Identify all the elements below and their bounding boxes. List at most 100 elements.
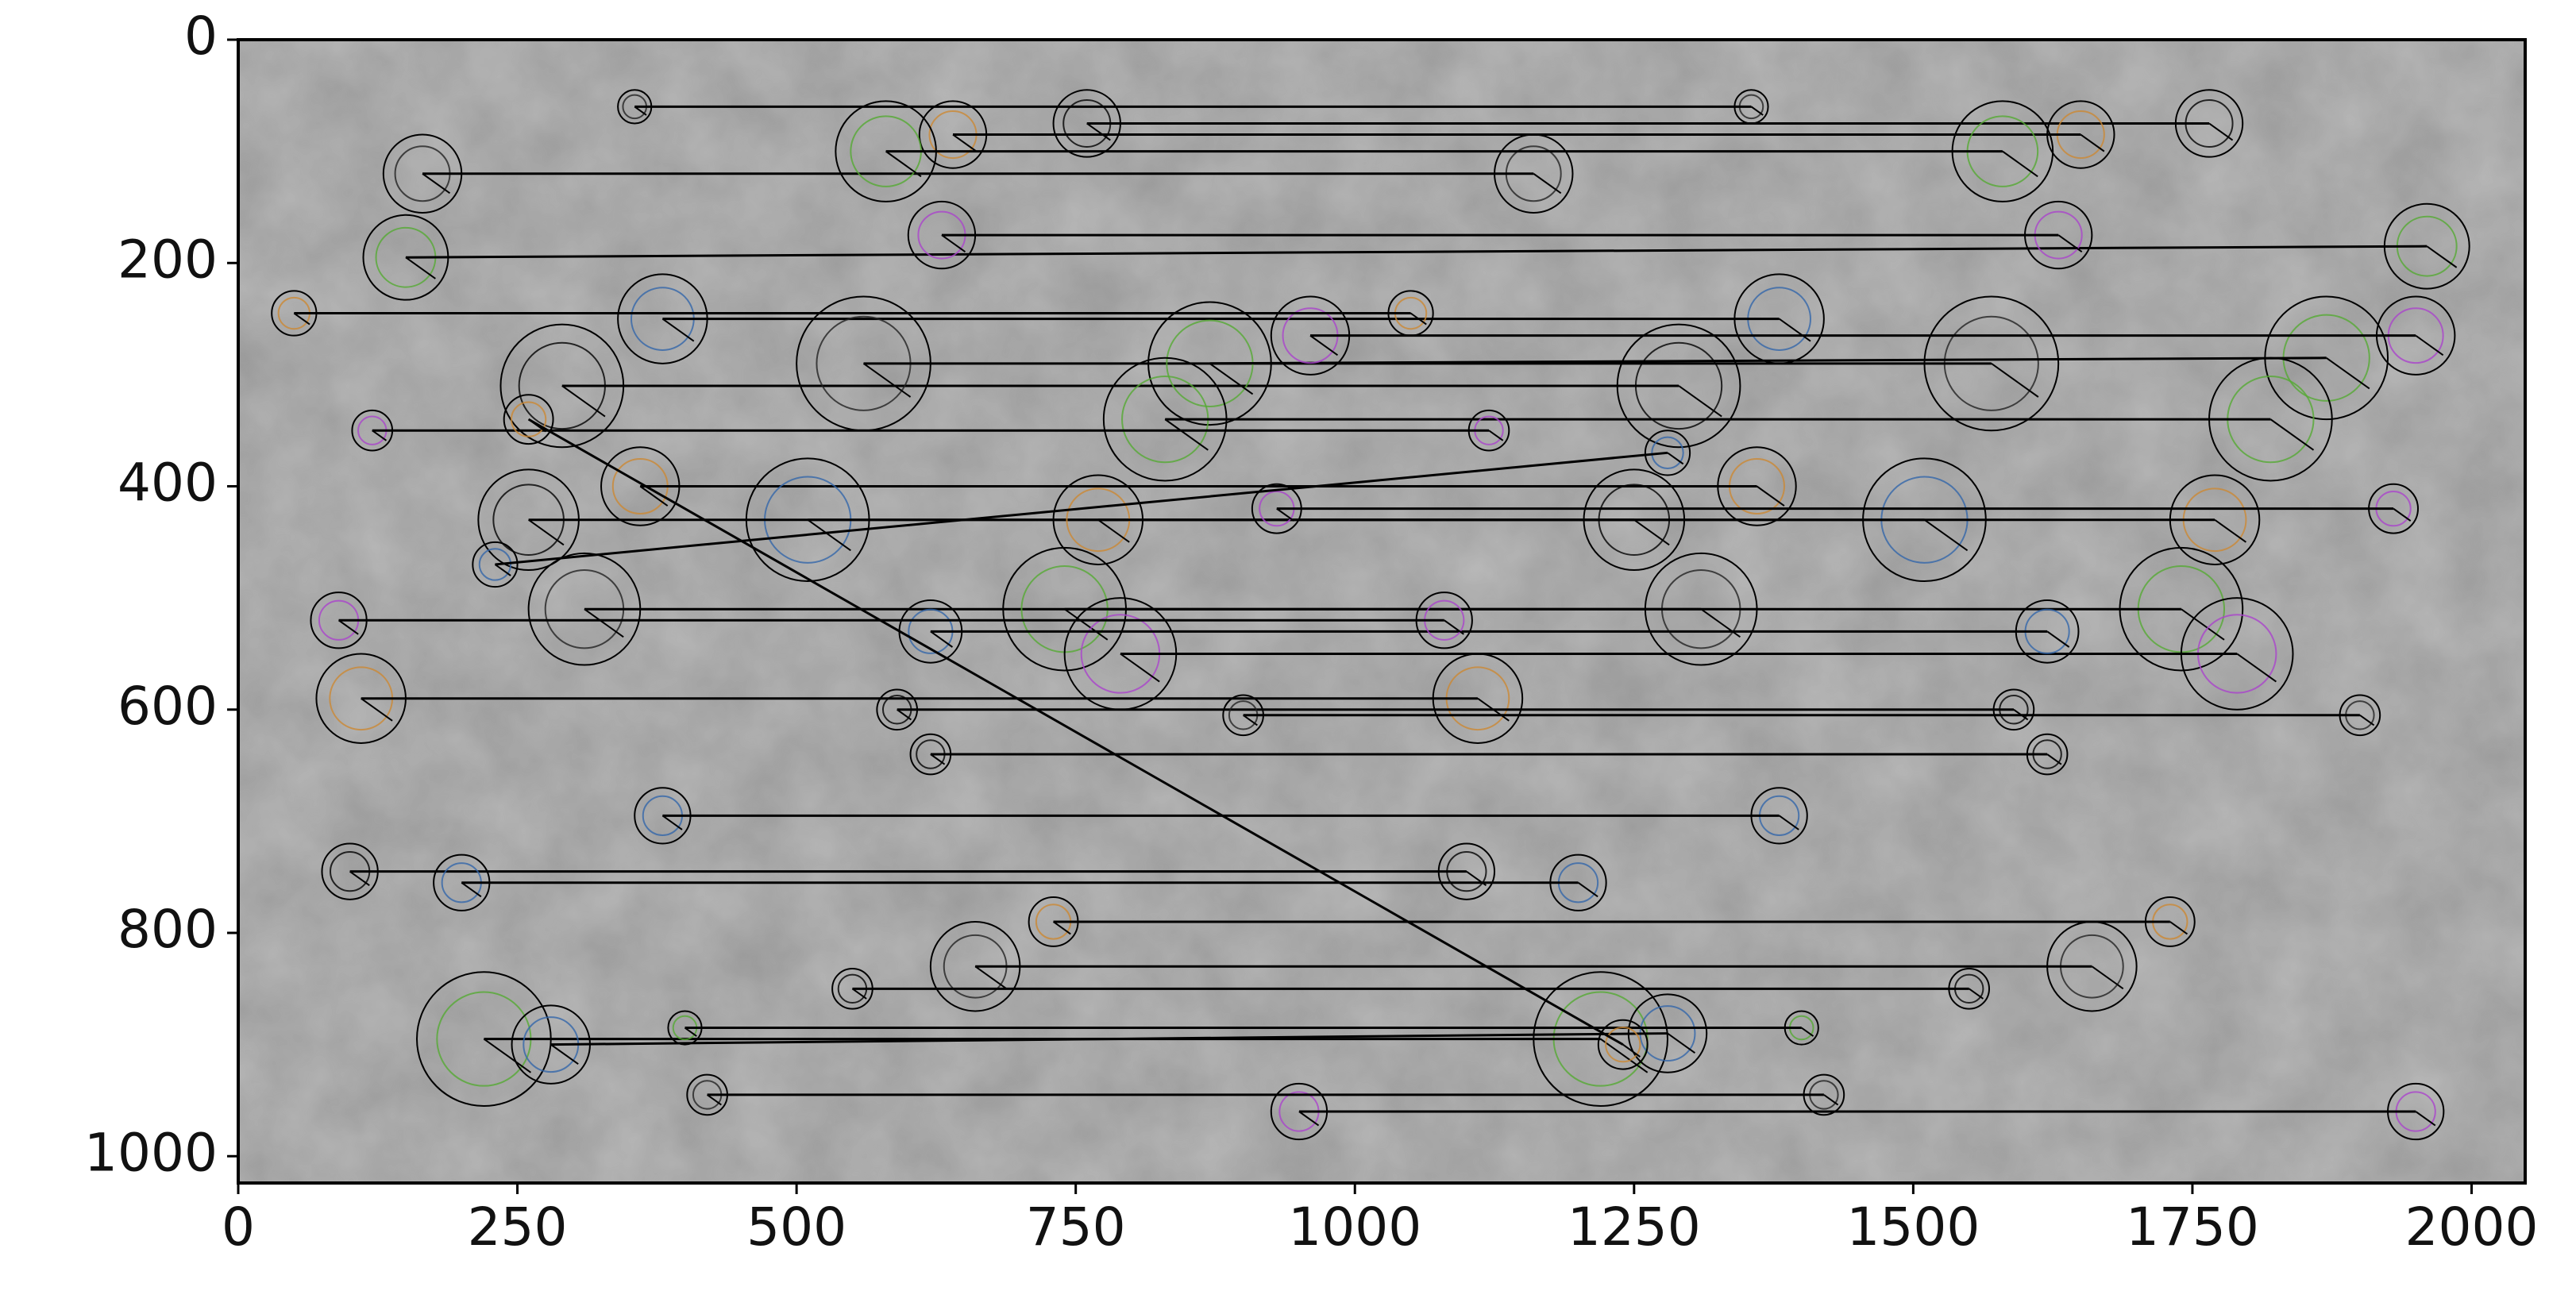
keypoint-orientation: [1667, 452, 1684, 465]
x-tick-label: 750: [1026, 1196, 1126, 1258]
keypoint: [503, 394, 554, 445]
keypoint-orientation: [361, 697, 393, 722]
keypoint-orientation: [1120, 653, 1160, 683]
keypoint-orientation: [1678, 385, 1722, 418]
keypoint-orientation: [2057, 234, 2083, 253]
keypoint-orientation: [1991, 362, 2039, 398]
keypoint-orientation: [2359, 714, 2375, 726]
keypoint-orientation: [1444, 619, 1464, 635]
keypoint-orientation: [1309, 334, 1339, 356]
keypoint-orientation: [372, 430, 388, 441]
keypoint-orientation: [930, 630, 954, 648]
keypoint-orientation: [1243, 714, 1258, 726]
keypoint-orientation: [2046, 630, 2070, 648]
keypoint-orientation: [2269, 418, 2315, 451]
keypoint-orientation: [897, 708, 912, 721]
y-tick-label: 600: [118, 676, 218, 737]
keypoint-orientation: [661, 318, 695, 342]
keypoint-orientation: [1298, 1111, 1320, 1127]
keypoint-orientation: [2415, 334, 2444, 356]
keypoint-orientation: [337, 619, 359, 635]
keypoint-ring: [1651, 436, 1684, 469]
keypoint-orientation: [461, 881, 482, 898]
keypoint-orientation: [707, 1094, 722, 1106]
keypoint-orientation: [349, 870, 370, 887]
keypoint: [472, 541, 519, 588]
keypoint-orientation: [1633, 518, 1670, 546]
keypoint-orientation: [1276, 507, 1295, 522]
keypoint-orientation: [550, 1043, 579, 1065]
keypoint-orientation: [405, 256, 436, 279]
keypoint-orientation: [1667, 1032, 1696, 1054]
keypoint-orientation: [1600, 1038, 1649, 1073]
keypoint-orientation: [1779, 318, 1811, 342]
keypoint-orientation: [2214, 518, 2247, 543]
x-tick-label: 1250: [1568, 1196, 1701, 1258]
keypoint-orientation: [885, 150, 922, 178]
keypoint-orientation: [1488, 430, 1504, 441]
keypoint-orientation: [293, 312, 310, 326]
x-tick-label: 1750: [2126, 1196, 2259, 1258]
keypoint-orientation: [1750, 106, 1764, 116]
x-tick-label: 1000: [1288, 1196, 1421, 1258]
keypoint-orientation: [1756, 485, 1785, 507]
keypoint-orientation: [807, 518, 851, 552]
keypoint-orientation: [2046, 753, 2062, 765]
keypoint-orientation: [639, 485, 669, 507]
keypoint-orientation: [528, 518, 565, 546]
match-line: [495, 451, 1668, 566]
keypoint-orientation: [1577, 881, 1598, 898]
keypoint-orientation: [1622, 1043, 1641, 1058]
y-tick-label: 800: [118, 899, 218, 960]
x-tick-label: 500: [746, 1196, 846, 1258]
keypoint-orientation: [2091, 965, 2124, 990]
keypoint-orientation: [1052, 921, 1071, 935]
keypoint-orientation: [1164, 418, 1209, 451]
keypoint: [1644, 430, 1691, 476]
keypoint-orientation: [483, 1038, 532, 1073]
keypoint-orientation: [851, 988, 867, 1000]
keypoint-orientation: [2181, 608, 2225, 641]
keypoint-orientation: [930, 753, 946, 765]
keypoint-orientation: [1801, 1027, 1814, 1037]
keypoint-orientation: [941, 234, 966, 253]
x-tick-label: 250: [468, 1196, 568, 1258]
keypoint-orientation: [2002, 150, 2038, 178]
keypoint-orientation: [2415, 1111, 2436, 1127]
keypoint-orientation: [862, 362, 912, 398]
keypoint-orientation: [1209, 362, 1254, 395]
x-tick-label: 1500: [1846, 1196, 1980, 1258]
keypoint-orientation: [2426, 245, 2458, 268]
keypoint-orientation: [1064, 608, 1109, 641]
y-tick-label: 0: [184, 6, 218, 67]
keypoint-orientation: [494, 564, 511, 576]
keypoint-orientation: [634, 106, 647, 116]
keypoint-orientation: [1779, 815, 1799, 830]
y-tick-label: 400: [118, 453, 218, 514]
x-tick-label: 0: [222, 1196, 255, 1258]
match-line: [1209, 356, 2327, 365]
y-tick-label: 1000: [84, 1122, 218, 1183]
y-tick-label: 200: [118, 229, 218, 290]
keypoint-orientation: [952, 133, 978, 152]
keypoint-orientation: [2080, 133, 2105, 152]
keypoint-orientation: [974, 965, 1008, 990]
keypoint-orientation: [661, 815, 683, 830]
keypoint-ring: [510, 401, 547, 437]
axes-frame: [237, 38, 2527, 1185]
match-line: [550, 1032, 1668, 1046]
keypoint-orientation: [1923, 518, 1969, 552]
keypoint-orientation: [1409, 312, 1427, 326]
image-texture: [238, 40, 2525, 1183]
keypoint-orientation: [2208, 122, 2234, 141]
keypoint-orientation: [422, 172, 451, 195]
keypoint-orientation: [2169, 921, 2188, 935]
keypoint-ring: [1605, 1026, 1641, 1063]
keypoint-orientation: [1823, 1094, 1839, 1106]
keypoint-orientation: [561, 385, 606, 418]
keypoint-orientation: [2326, 356, 2370, 390]
keypoint-orientation: [684, 1027, 697, 1037]
x-tick-label: 2000: [2405, 1196, 2539, 1258]
